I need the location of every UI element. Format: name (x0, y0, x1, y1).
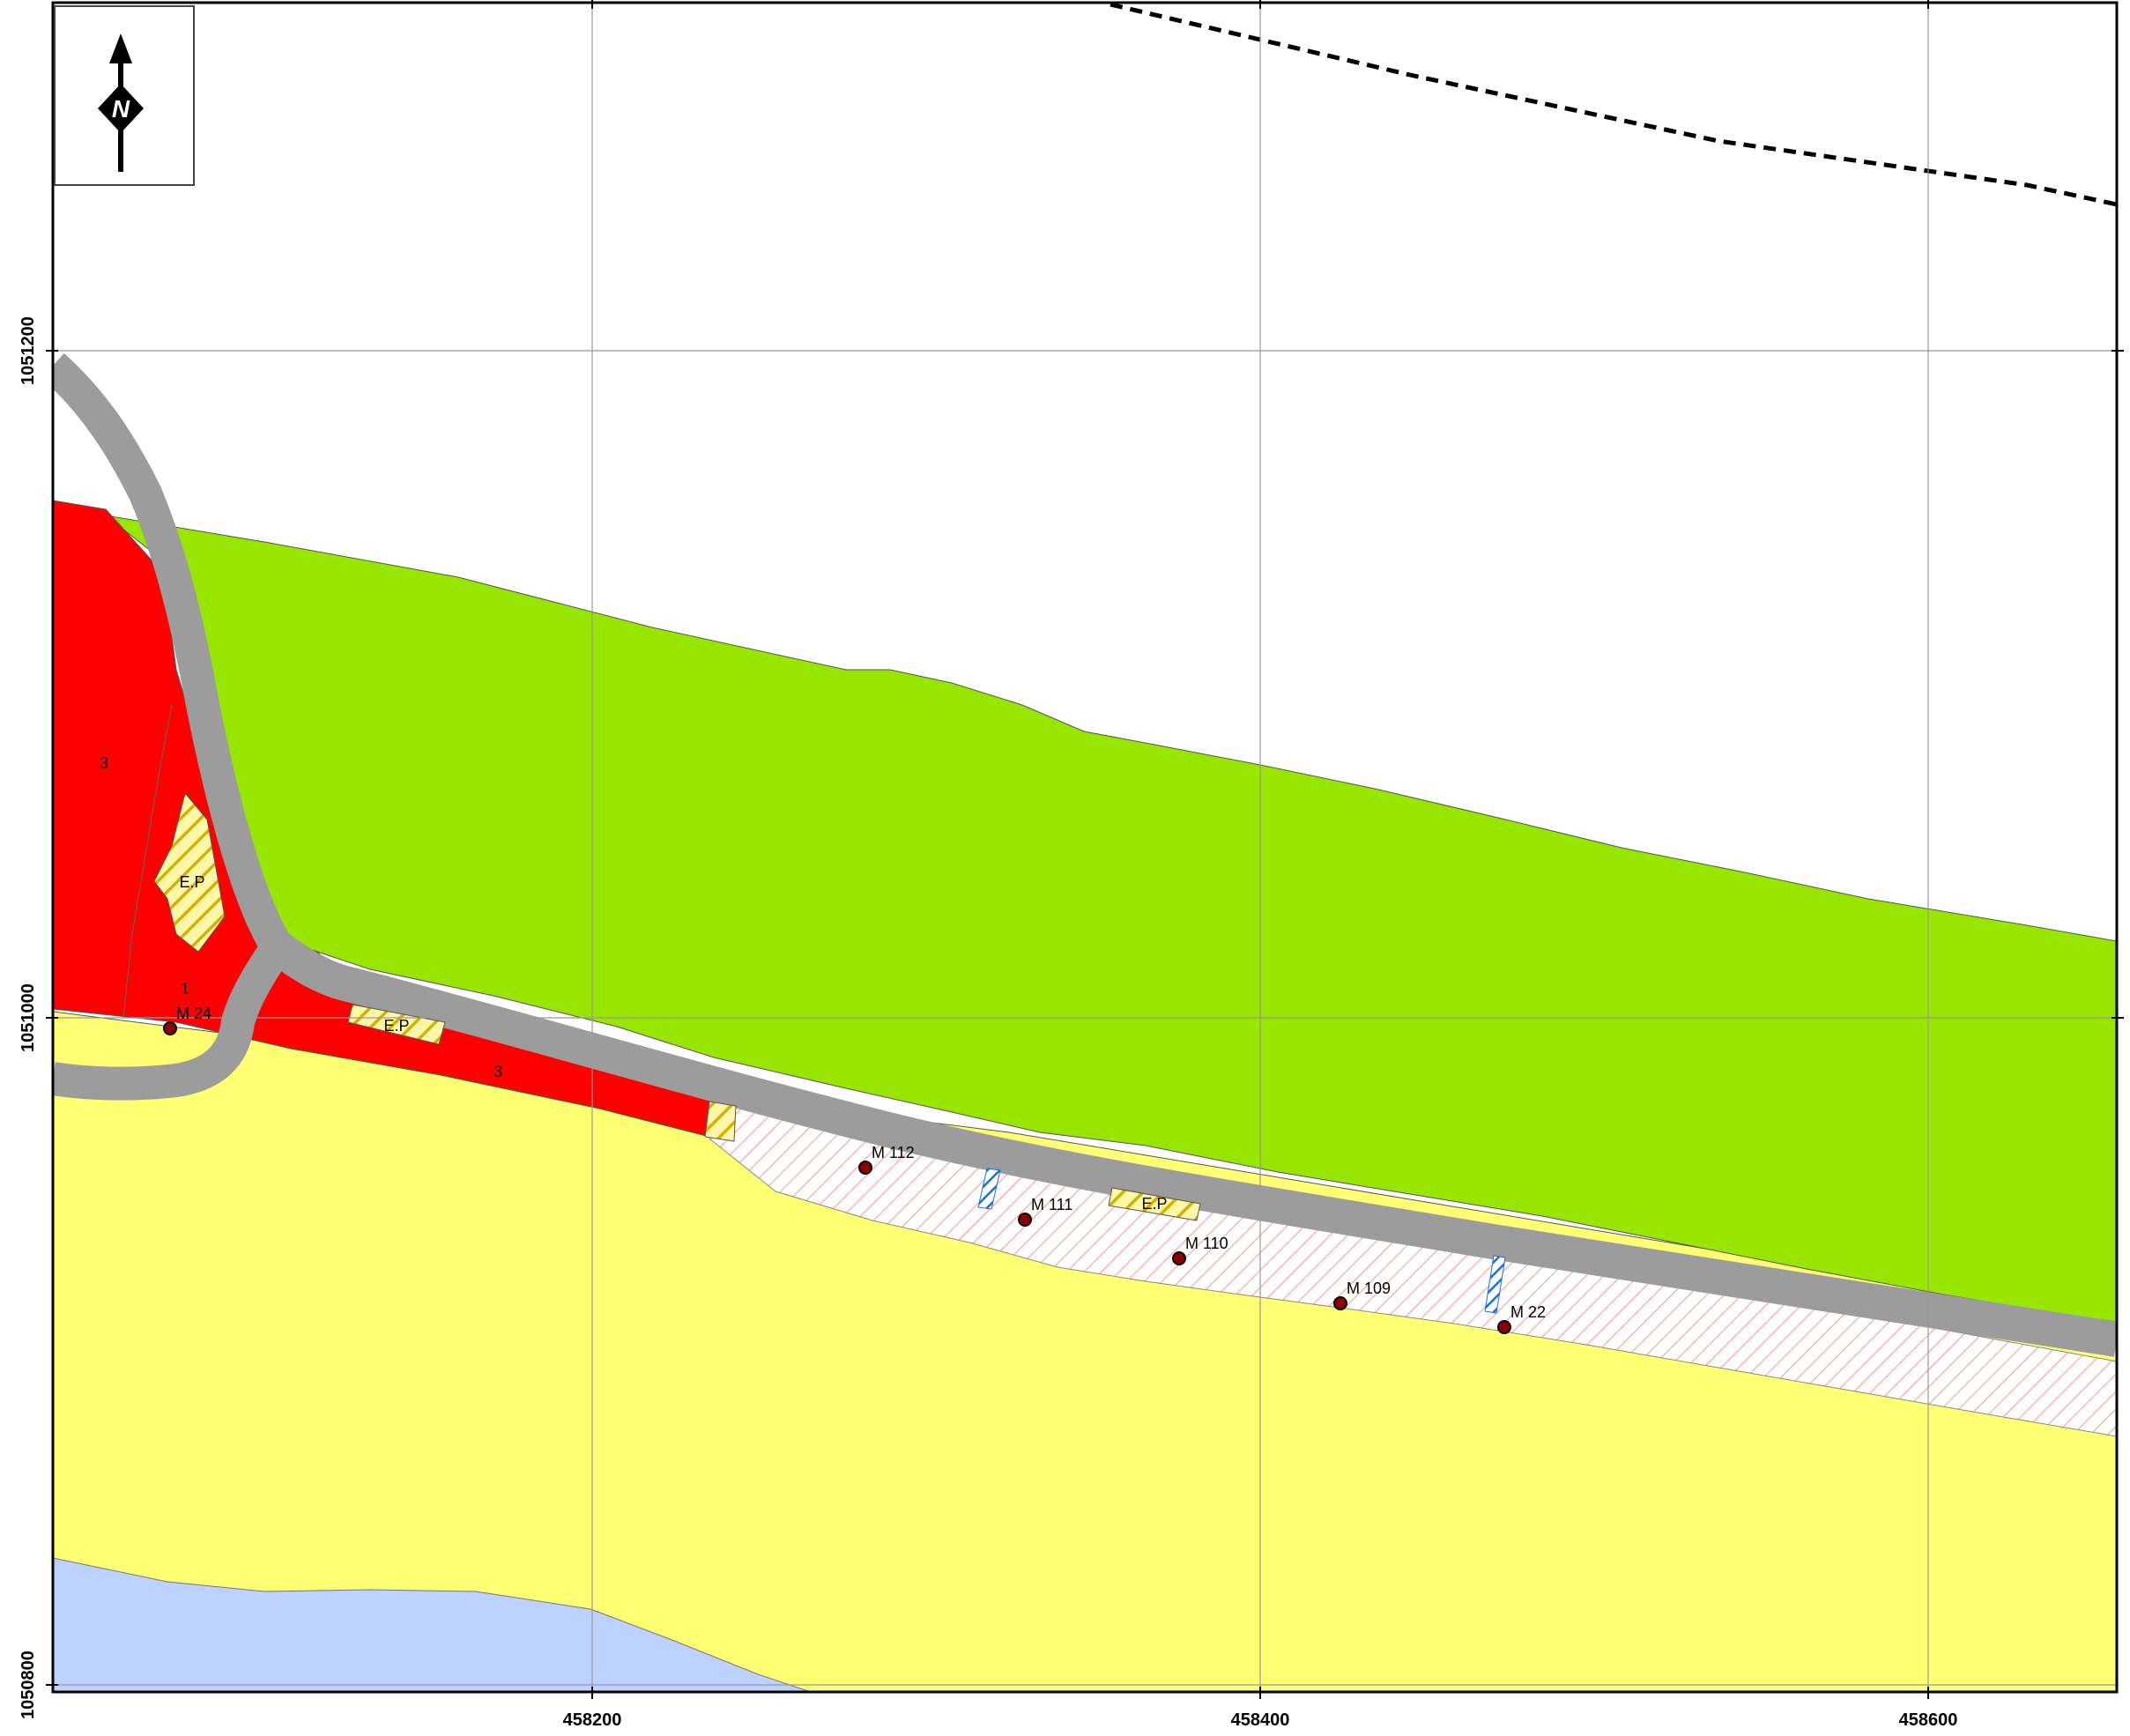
x-coord-label: 458200 (563, 1710, 622, 1730)
marker-label: M 111 (1031, 1196, 1072, 1213)
marker-dot-icon (1333, 1296, 1347, 1310)
ep-label: E.P (179, 873, 204, 891)
grid-lines (53, 3, 2117, 1692)
ep-patch-1[interactable] (153, 791, 226, 953)
marker-label: M 24 (176, 1005, 212, 1022)
blue-strip-1[interactable] (977, 1168, 1001, 1210)
ep-patch-2[interactable] (347, 1004, 446, 1045)
marker-label: M 110 (1185, 1235, 1228, 1252)
parcel-boundary (122, 704, 173, 1019)
north-label: N (112, 95, 130, 122)
ep-patch-3[interactable] (704, 1101, 737, 1142)
survey-marker[interactable]: M 109 (1333, 1280, 1391, 1310)
dashed-boundary (1110, 3, 2117, 207)
ep-label: E.P (1141, 1195, 1167, 1213)
marker-label: M 22 (1510, 1303, 1546, 1321)
compass-diamond-icon (98, 84, 144, 133)
survey-marker[interactable]: M 24 (163, 1005, 212, 1035)
marker-dot-icon (163, 1021, 177, 1035)
blue-strip-2[interactable] (1484, 1255, 1506, 1314)
north-arrow: N (54, 5, 195, 186)
zone-label: 3 (100, 754, 108, 772)
y-coord-label: 1051200 (19, 316, 38, 385)
water-area[interactable] (53, 1557, 812, 1692)
marker-dot-icon (1172, 1251, 1186, 1265)
x-coord-label: 458400 (1231, 1710, 1290, 1730)
marker-dot-icon (1497, 1320, 1511, 1334)
survey-marker[interactable]: M 110 (1172, 1235, 1228, 1265)
y-coord-label: 1050800 (19, 1651, 38, 1719)
ep-label: E.P (383, 1017, 409, 1035)
ep-patch-4[interactable] (1108, 1187, 1201, 1221)
y-coord-label: 1051000 (19, 983, 38, 1052)
x-coord-label: 458600 (1899, 1710, 1958, 1730)
zone-label: 3 (494, 1063, 502, 1080)
arrow-up-icon (109, 33, 132, 63)
survey-marker[interactable]: M 112 (858, 1144, 915, 1175)
road[interactable] (53, 352, 293, 957)
marker-dot-icon (858, 1161, 872, 1175)
marker-dot-icon (1018, 1213, 1032, 1227)
map-frame-border (51, 1, 2119, 1694)
green-zone[interactable] (105, 515, 2117, 1323)
marker-label: M 112 (872, 1144, 915, 1161)
survey-marker[interactable]: M 111 (1018, 1196, 1072, 1227)
marker-label: M 109 (1347, 1280, 1391, 1297)
tick-marks (46, 0, 2124, 1699)
road-main[interactable] (267, 932, 2117, 1357)
zone-label: 1 (181, 980, 189, 998)
survey-marker[interactable]: M 22 (1497, 1303, 1546, 1334)
road-west-spur[interactable] (53, 937, 292, 1101)
